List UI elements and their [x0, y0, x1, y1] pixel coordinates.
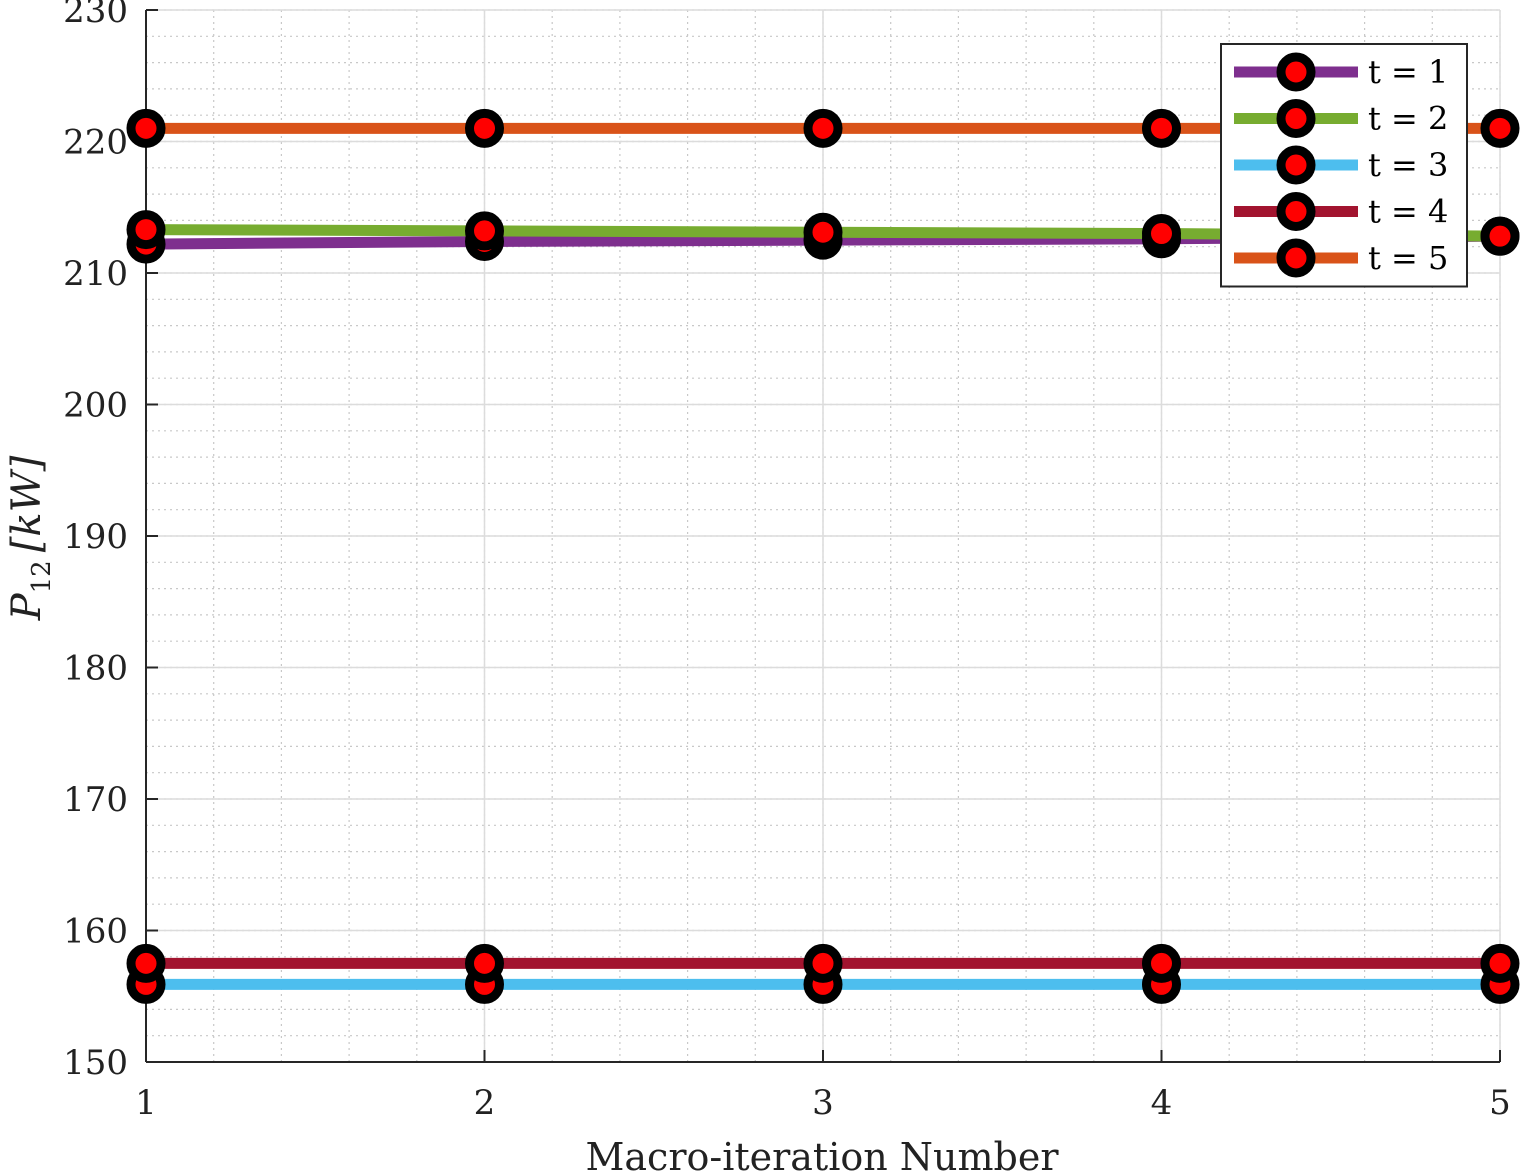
tick-labels: 1 2 3 4 5 150 160 170 180 190 200 210 220 230	[63, 0, 1511, 1123]
data-point-t4	[1480, 943, 1520, 983]
y-tick-label: 160	[63, 912, 128, 952]
data-point-t2	[465, 211, 504, 251]
y-axis-label: P12 [kW]	[4, 455, 57, 621]
legend-entry-t3: t = 3	[1234, 145, 1448, 185]
x-tick-label: 5	[1489, 1083, 1511, 1123]
x-axis-label: Macro-iteration Number	[585, 1135, 1059, 1175]
data-point-t2	[1142, 214, 1181, 254]
legend-swatch-marker	[1276, 52, 1316, 92]
legend-label: t = 5	[1368, 239, 1448, 277]
legend-label: t = 4	[1368, 193, 1448, 231]
legend-entry-t2: t = 2	[1234, 99, 1448, 138]
x-tick-label: 2	[474, 1083, 496, 1123]
legend-label: t = 1	[1368, 53, 1448, 91]
y-axis-label-symbol: P	[4, 592, 50, 621]
x-tick-label: 1	[135, 1083, 157, 1123]
data-point-t2	[1480, 216, 1520, 256]
legend-label: t = 3	[1368, 146, 1448, 184]
y-tick-label: 180	[63, 649, 128, 689]
legend-entry-t4: t = 4	[1234, 192, 1448, 231]
data-point-t5	[465, 108, 504, 148]
legend-entry-t5: t = 5	[1234, 238, 1448, 278]
legend-swatch-marker	[1276, 99, 1316, 138]
y-tick-label: 230	[63, 0, 128, 31]
data-point-t4	[803, 943, 843, 983]
data-point-t5	[1142, 108, 1181, 148]
legend-swatch-marker	[1276, 145, 1316, 185]
y-tick-label: 170	[63, 780, 128, 820]
y-tick-label: 210	[63, 254, 128, 294]
axes	[145, 9, 1501, 1063]
data-point-t4	[465, 943, 504, 983]
y-axis-label-subscript: 12	[27, 560, 57, 593]
data-markers	[126, 108, 1520, 1004]
data-point-t4	[1142, 943, 1181, 983]
legend-entry-t1: t = 1	[1234, 52, 1448, 92]
legend-swatch-marker	[1276, 238, 1316, 278]
y-tick-label: 200	[63, 386, 128, 426]
y-tick-label: 150	[63, 1043, 128, 1083]
data-point-t5	[1480, 108, 1520, 148]
data-point-t4	[126, 943, 166, 983]
y-tick-label: 190	[63, 517, 128, 557]
svg-text:P12[kW]: P12 [kW]	[4, 455, 57, 621]
legend: t = 1 t = 2 t = 3 t = 4 t = 5	[1220, 43, 1468, 288]
data-point-t2	[126, 210, 166, 250]
legend-swatch-marker	[1276, 192, 1316, 231]
data-point-t5	[126, 108, 166, 148]
y-tick-label: 220	[63, 123, 128, 163]
y-axis-label-unit: [kW]	[4, 455, 50, 552]
x-tick-label: 3	[812, 1083, 834, 1123]
data-point-t2	[803, 212, 843, 252]
x-tick-label: 4	[1151, 1083, 1173, 1123]
data-point-t5	[803, 108, 843, 148]
legend-label: t = 2	[1368, 100, 1448, 138]
